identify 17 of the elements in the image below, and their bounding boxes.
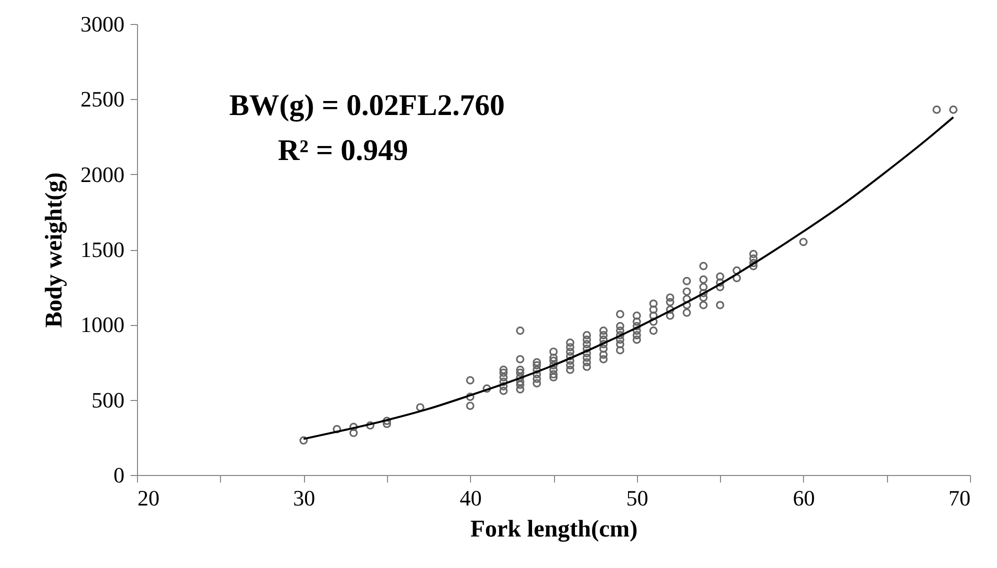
x-tick-label: 20: [138, 486, 160, 510]
y-tick-label: 1500: [80, 237, 124, 262]
annotation: BW(g) = 0.02FL2.760: [229, 89, 505, 122]
x-tick-label: 50: [626, 486, 648, 510]
y-tick-label: 500: [92, 387, 124, 412]
x-tick-label: 40: [460, 486, 482, 510]
x-tick-label: 30: [293, 486, 316, 510]
x-tick-label: 70: [948, 486, 970, 510]
y-tick-label: 2000: [80, 162, 124, 187]
y-tick-label: 3000: [80, 12, 124, 36]
y-axis-title: Body weight(g): [42, 172, 68, 328]
x-tick-label: 60: [792, 486, 815, 510]
annotation: R² = 0.949: [278, 134, 408, 167]
y-tick-label: 1000: [80, 312, 124, 338]
y-tick-label: 2500: [80, 86, 124, 112]
x-axis-title: Fork length(cm): [470, 516, 638, 542]
y-tick-label: 0: [114, 462, 124, 488]
